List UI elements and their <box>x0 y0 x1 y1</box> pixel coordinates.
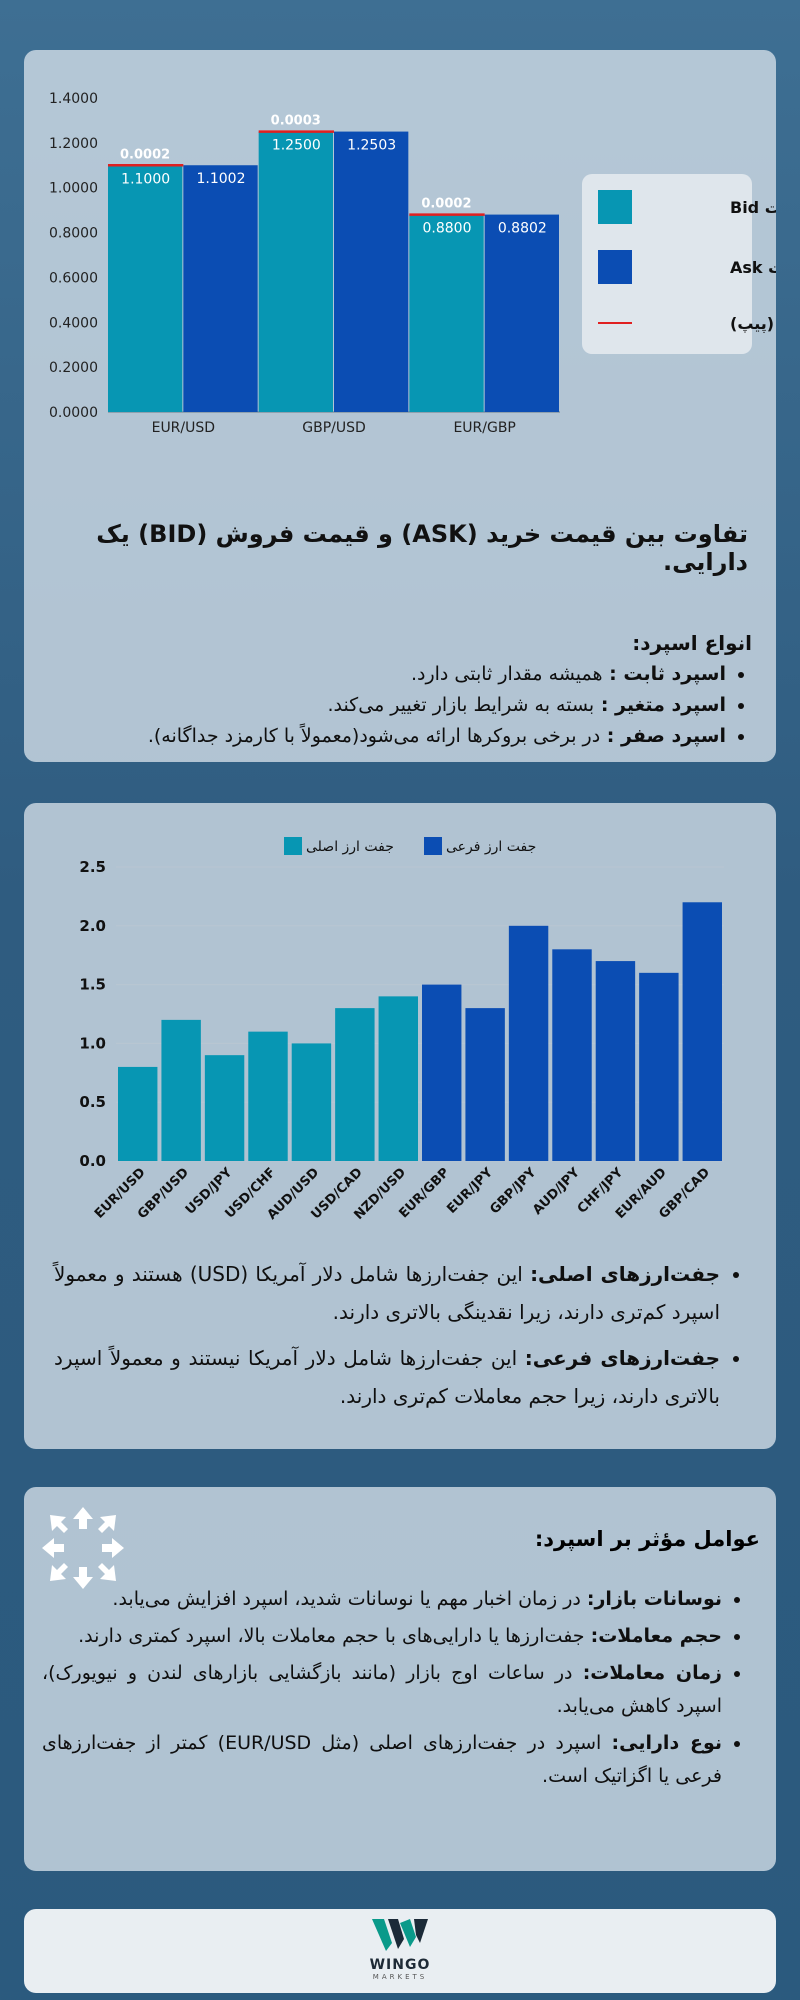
expand-arrows-icon <box>42 1507 124 1589</box>
spread-value-label: 0.0002 <box>120 147 170 162</box>
spread-value-label: 0.0003 <box>271 114 321 129</box>
y-tick-label: 0.2000 <box>49 360 98 376</box>
y-tick-label: 2.0 <box>79 917 106 935</box>
bar <box>409 214 484 412</box>
legend-swatch <box>284 837 302 855</box>
spread-value-label: 0.0002 <box>421 197 471 212</box>
legend-label: اسپرد (پیپ) <box>730 314 776 334</box>
bar <box>422 984 462 1161</box>
factor-item: نوسانات بازار: در زمان اخبار مهم یا نوسا… <box>42 1583 722 1616</box>
bar <box>291 1043 332 1161</box>
pair-type-item: جفت‌ارزهای اصلی: این جفت‌ارزها شامل دلار… <box>54 1255 720 1331</box>
y-tick-label: 0.0000 <box>49 405 98 421</box>
bar <box>108 165 183 412</box>
footer-card: WINGO MARKETS <box>24 1909 776 1993</box>
bar <box>552 949 592 1161</box>
y-tick-label: 0.6000 <box>49 270 98 286</box>
bar <box>595 961 636 1161</box>
legend-label: قیمت Ask <box>730 258 776 277</box>
y-tick-label: 1.0 <box>79 1034 106 1052</box>
pairs-description: جفت‌ارزهای اصلی: این جفت‌ارزها شامل دلار… <box>54 1255 746 1423</box>
spread-types: انواع اسپرد: اسپرد ثابت : همیشه مقدار ثا… <box>54 628 752 752</box>
bar <box>258 131 333 412</box>
factor-item: نوع دارایی: اسپرد در جفت‌ارزهای اصلی (مث… <box>42 1727 722 1793</box>
bar-value-label: 1.1002 <box>197 171 246 187</box>
spread-type-item: اسپرد متغیر : بسته به شرایط بازار تغییر … <box>54 690 726 721</box>
legend-swatch <box>598 250 632 284</box>
x-tick-label: AUD/JPY <box>530 1165 583 1218</box>
y-tick-label: 1.4000 <box>49 91 98 107</box>
y-tick-label: 0.4000 <box>49 315 98 331</box>
brand-subtitle: MARKETS <box>372 1973 428 1981</box>
y-tick-label: 2.5 <box>79 858 106 876</box>
bar <box>183 165 258 412</box>
bar <box>682 902 722 1161</box>
factors-list: نوسانات بازار: در زمان اخبار مهم یا نوسا… <box>42 1583 748 1797</box>
brand-logo: WINGO MARKETS <box>24 1917 776 1981</box>
legend-swatch <box>598 190 632 224</box>
wingo-logo-icon <box>372 1919 428 1951</box>
legend-label: قیمت Bid <box>730 198 776 217</box>
y-tick-label: 1.0000 <box>49 181 98 197</box>
legend-swatch <box>424 837 442 855</box>
x-tick-label: EUR/USD <box>152 420 215 436</box>
y-tick-label: 0.5 <box>79 1093 106 1111</box>
y-tick-label: 0.0 <box>79 1152 106 1170</box>
y-tick-label: 0.8000 <box>49 226 98 242</box>
spread-card: 0.0000 0.2000 0.4000 0.6000 0.8000 1.0000 1.20… <box>24 50 776 762</box>
legend-label: جفت ارز فرعی <box>446 839 536 855</box>
bar <box>335 1008 375 1161</box>
factors-card: عوامل مؤثر بر اسپرد: نوسانات بازار: در ز… <box>24 1487 776 1871</box>
y-tick-label: 1.2000 <box>49 136 98 152</box>
bar-value-label: 1.2503 <box>347 138 396 154</box>
bar <box>204 1055 245 1161</box>
spread-type-item: اسپرد ثابت : همیشه مقدار ثابتی دارد. <box>54 659 726 690</box>
legend-label: جفت ارز اصلی <box>306 839 394 855</box>
bar <box>508 925 549 1161</box>
bar <box>378 996 418 1161</box>
spread-headline: تفاوت بین قیمت خرید (ASK) و قیمت فروش (B… <box>96 520 748 576</box>
bid-ask-chart: 0.0000 0.2000 0.4000 0.6000 0.8000 1.0000 1.20… <box>49 91 776 436</box>
bar <box>161 1019 201 1161</box>
spread-types-title: انواع اسپرد: <box>632 631 752 655</box>
factor-item: زمان معاملات: در ساعات اوج بازار (مانند … <box>42 1657 722 1723</box>
bar <box>465 1008 505 1161</box>
bar-value-label: 1.2500 <box>272 138 321 154</box>
chart-legend: قیمت Bid قیمت Ask اسپرد (پیپ) <box>582 174 776 354</box>
bar <box>248 1031 288 1161</box>
bar-value-label: 0.8802 <box>498 221 547 237</box>
brand-name: WINGO <box>369 1957 431 1973</box>
x-tick-label: GBP/USD <box>302 420 366 436</box>
y-tick-label: 1.5 <box>79 976 106 994</box>
bar <box>639 972 679 1161</box>
bar <box>484 214 559 412</box>
factor-item: حجم معاملات: جفت‌ارزها یا دارایی‌های با … <box>42 1620 722 1653</box>
spread-type-item: اسپرد صفر : در برخی بروکرها ارائه می‌شود… <box>54 721 726 752</box>
bar-value-label: 0.8800 <box>423 221 472 237</box>
x-tick-label: EUR/GBP <box>453 420 515 436</box>
pair-type-item: جفت‌ارزهای فرعی: این جفت‌ارزها شامل دلار… <box>54 1339 720 1415</box>
factors-title: عوامل مؤثر بر اسپرد: <box>534 1527 760 1551</box>
bar-value-label: 1.1000 <box>121 171 170 187</box>
bar <box>334 131 409 412</box>
chart-legend: جفت ارز فرعی جفت ارز اصلی <box>284 837 536 855</box>
bar <box>118 1066 158 1161</box>
pairs-spread-chart: 0.00.51.01.52.02.5EUR/USDGBP/USDUSD/JPYU… <box>79 837 724 1223</box>
pairs-card: 0.0 0.5 1.0 1.5 2.0 2.5 EUR/USD GBP/USD USD/JPY U… <box>24 803 776 1449</box>
